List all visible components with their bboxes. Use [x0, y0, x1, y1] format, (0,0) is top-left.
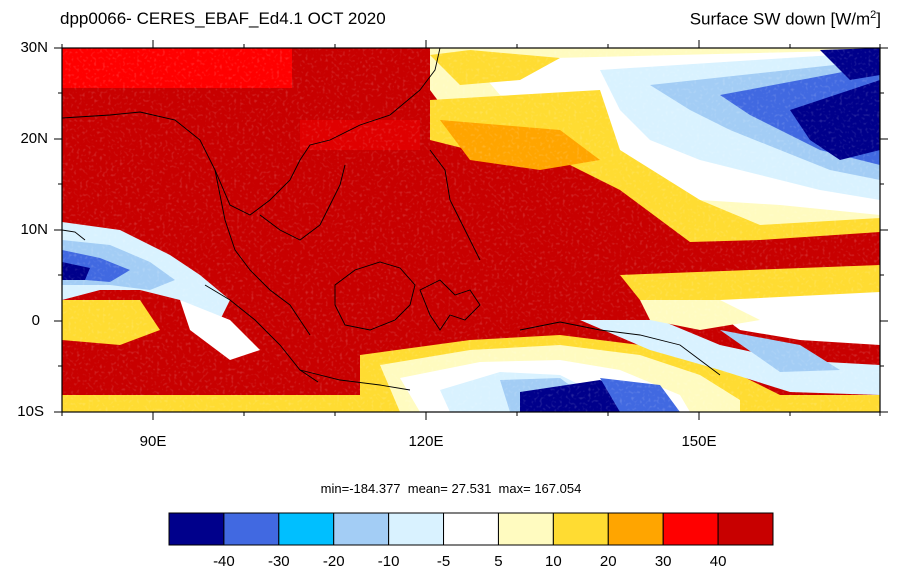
colorbar-swatch — [552, 512, 609, 546]
lat-label-30n: 30N — [20, 39, 48, 56]
colorbar-swatch — [388, 512, 445, 546]
anomaly-field — [62, 48, 880, 412]
axis-ticks — [54, 40, 888, 420]
colorbar-swatch — [443, 512, 499, 546]
variable-title: Surface SW down [W/m2] — [689, 9, 881, 29]
lat-label-10s: 10S — [17, 403, 44, 420]
lat-label-20n: 20N — [20, 130, 48, 147]
colorbar-label: 5 — [494, 553, 503, 570]
colorbar-swatch — [607, 512, 664, 546]
colorbar-swatch — [168, 512, 225, 546]
colorbar-label: 10 — [545, 553, 562, 570]
coastlines — [62, 48, 721, 391]
summary-stats: min=-184.377 mean= 27.531 max= 167.054 — [320, 481, 582, 496]
colorbar-label: 20 — [599, 553, 617, 570]
lat-label-0: 0 — [31, 312, 40, 329]
colorbar-swatch — [333, 512, 390, 546]
colorbar-label: -5 — [436, 553, 451, 570]
lon-label-120e: 120E — [408, 433, 444, 450]
lat-label-10n: 10N — [20, 221, 48, 238]
colorbar-swatch — [497, 512, 554, 546]
colorbar-label: 40 — [709, 553, 727, 570]
colorbar-swatch — [717, 512, 774, 546]
colorbar-label: -40 — [213, 553, 235, 570]
colorbar-label: -20 — [322, 553, 345, 570]
colorbar — [168, 512, 774, 546]
plot-title: dpp0066- CERES_EBAF_Ed4.1 OCT 2020 — [60, 9, 386, 28]
colorbar-swatch — [223, 512, 280, 546]
colorbar-swatch — [278, 512, 335, 546]
colorbar-label: -10 — [377, 553, 400, 570]
colorbar-label: -30 — [267, 553, 290, 570]
colorbar-label: 30 — [654, 553, 672, 570]
colorbar-swatch — [662, 512, 719, 546]
lon-label-90e: 90E — [139, 433, 167, 450]
lon-label-150e: 150E — [681, 433, 717, 450]
